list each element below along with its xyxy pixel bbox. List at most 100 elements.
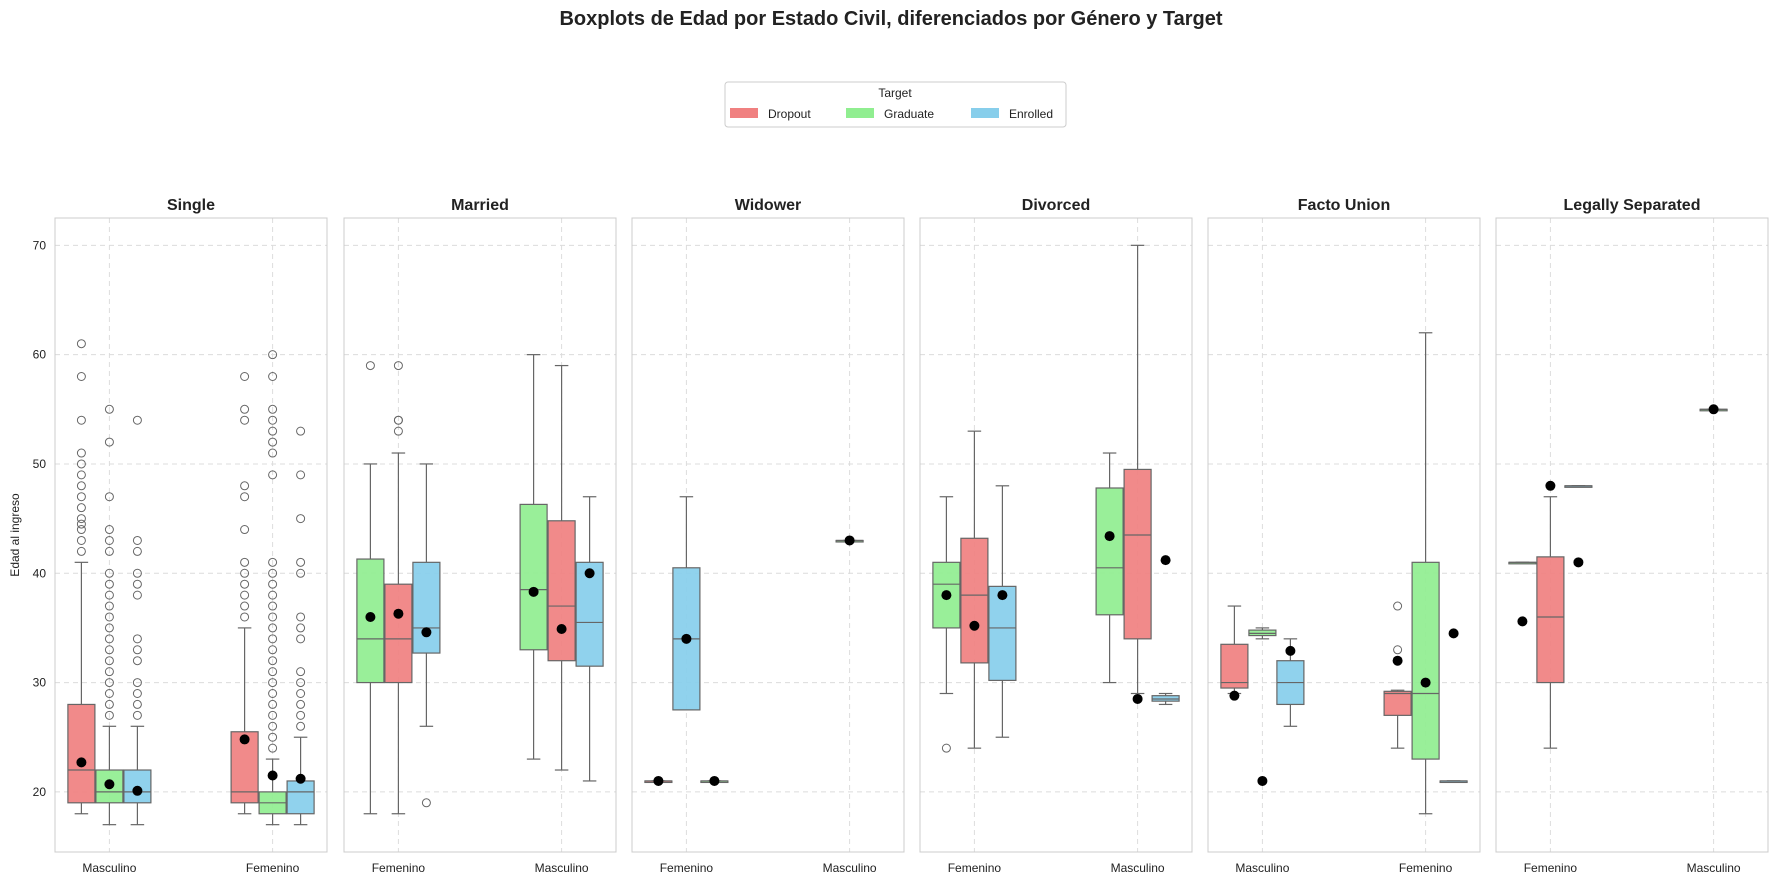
- panel-title: Married: [451, 197, 509, 214]
- outlier-point: [296, 667, 306, 677]
- box-graduate-femenino: [1411, 332, 1440, 815]
- outlier-point: [240, 415, 250, 425]
- outlier-point: [76, 535, 86, 545]
- outlier-point: [76, 481, 86, 491]
- outlier-point: [268, 689, 278, 698]
- mean-point: [969, 620, 980, 631]
- box-enrolled-femenino: [286, 426, 315, 826]
- outlier-point: [268, 656, 278, 666]
- box-body: [1383, 690, 1412, 716]
- panel-facto-union: Facto Union Masculino Femenino: [1207, 197, 1481, 875]
- x-tick-label: Masculino: [1235, 861, 1289, 875]
- outlier-point: [104, 634, 114, 644]
- box-body: [1123, 468, 1152, 640]
- box-graduate-masculino: [1248, 627, 1277, 786]
- outlier-point: [104, 623, 114, 633]
- mean-point: [1420, 677, 1431, 688]
- box-graduate-masculino: [1699, 404, 1728, 415]
- outlier-point: [76, 546, 86, 556]
- outlier-point: [104, 699, 114, 709]
- box-graduate-masculino: [1095, 452, 1124, 684]
- mean-point: [1229, 690, 1240, 701]
- legend-swatch-graduate: [846, 108, 874, 118]
- outlier-point: [1393, 601, 1403, 611]
- box-dropout-femenino: [384, 361, 413, 815]
- outlier-point: [240, 557, 250, 567]
- outlier-point: [76, 503, 86, 513]
- outlier-point: [296, 514, 306, 524]
- box-body: [384, 583, 413, 684]
- outlier-point: [104, 404, 114, 414]
- outlier-point: [268, 404, 278, 414]
- outlier-point: [132, 656, 142, 666]
- outlier-point: [132, 699, 142, 709]
- outlier-point: [104, 656, 114, 666]
- outlier-point: [268, 710, 278, 720]
- mean-point: [239, 734, 250, 745]
- box-body: [988, 585, 1017, 681]
- box-enrolled-femenino: [412, 463, 441, 808]
- outlier-point: [240, 601, 250, 611]
- outlier-point: [268, 699, 278, 709]
- mean-point: [295, 773, 306, 784]
- box-graduate-masculino: [519, 354, 548, 760]
- box-enrolled-femenino: [1564, 485, 1593, 568]
- box-graduate-masculino: [835, 535, 864, 546]
- x-tick-label: Masculino: [535, 861, 589, 875]
- outlier-point: [268, 579, 278, 589]
- panel-widower: Widower Femenino Masculino: [631, 197, 905, 875]
- outlier-point: [296, 623, 306, 633]
- outlier-point: [393, 426, 403, 436]
- mean-point: [653, 775, 664, 786]
- box-enrolled-masculino: [123, 415, 152, 826]
- outlier-point: [132, 546, 142, 556]
- y-tick-label: 20: [33, 785, 47, 799]
- mean-point: [421, 627, 432, 638]
- panel-divorced: Divorced Femenino Masculino: [919, 197, 1193, 875]
- box-dropout-femenino: [1536, 480, 1565, 749]
- outlier-point: [104, 590, 114, 600]
- box-graduate-femenino: [932, 496, 961, 753]
- mean-point: [1104, 531, 1115, 542]
- outlier-point: [104, 546, 114, 556]
- outlier-point: [296, 689, 306, 698]
- outlier-point: [296, 710, 306, 720]
- outlier-point: [76, 415, 86, 425]
- box-dropout-masculino: [67, 339, 96, 815]
- panel-title: Legally Separated: [1564, 197, 1701, 214]
- outlier-point: [104, 437, 114, 447]
- outlier-point: [76, 339, 86, 349]
- x-tick-label: Masculino: [1687, 861, 1741, 875]
- outlier-point: [132, 634, 142, 644]
- outlier-point: [240, 492, 250, 502]
- outlier-point: [76, 470, 86, 480]
- outlier-point: [296, 612, 306, 622]
- outlier-point: [268, 678, 278, 688]
- outlier-point: [104, 678, 114, 688]
- mean-point: [709, 775, 720, 786]
- box-body: [960, 537, 989, 664]
- box-body: [286, 780, 315, 815]
- outlier-point: [132, 645, 142, 655]
- outlier-point: [268, 350, 278, 360]
- outlier-point: [240, 525, 250, 535]
- outlier-point: [268, 415, 278, 425]
- x-tick-label: Femenino: [660, 861, 714, 875]
- outlier-point: [104, 667, 114, 677]
- outlier-point: [268, 732, 278, 742]
- mean-point: [528, 586, 539, 597]
- outlier-point: [941, 743, 951, 753]
- panel-title: Widower: [735, 197, 802, 214]
- mean-point: [1160, 555, 1171, 566]
- x-tick-label: Femenino: [1399, 861, 1453, 875]
- outlier-point: [132, 710, 142, 720]
- panels: Single Masculino Femenino 20 30 40 50 60 70 Marri…: [33, 197, 1769, 875]
- box-body: [67, 703, 96, 804]
- mean-point: [681, 633, 692, 644]
- x-tick-label: Femenino: [246, 861, 300, 875]
- outlier-point: [104, 579, 114, 589]
- box-graduate-masculino: [95, 404, 124, 826]
- box-graduate-femenino: [356, 361, 385, 815]
- outlier-point: [76, 525, 86, 535]
